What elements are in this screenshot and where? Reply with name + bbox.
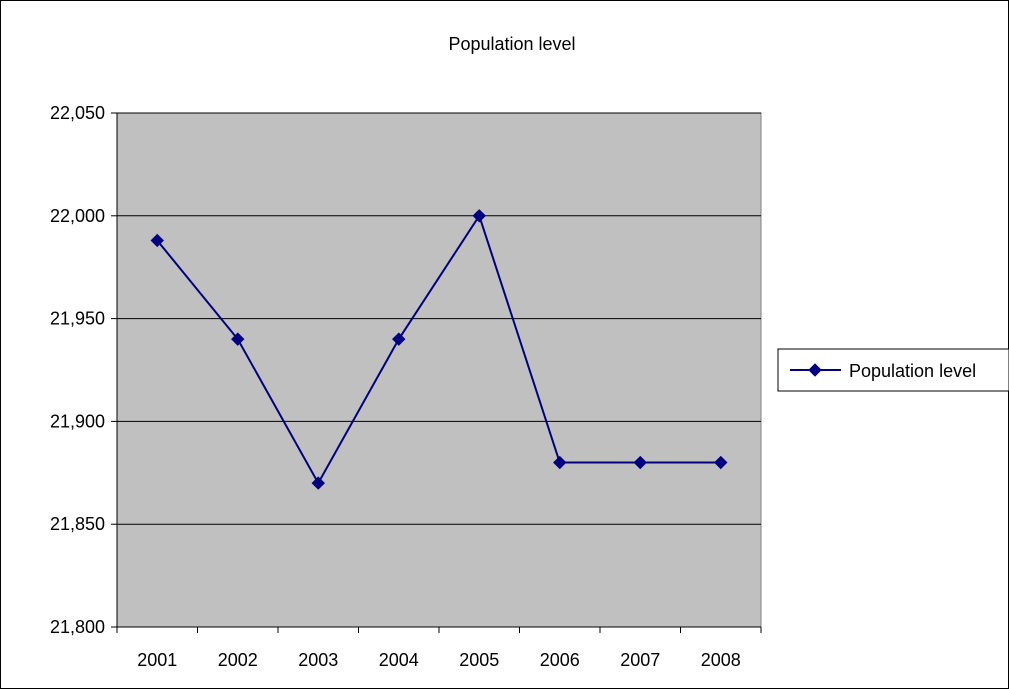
x-tick-label: 2002 [218, 650, 258, 670]
data-point-marker [392, 332, 406, 346]
gridlines [117, 112, 761, 525]
x-tick-label: 2005 [459, 650, 499, 670]
series-line [156, 213, 721, 486]
x-tick-label: 2006 [540, 650, 580, 670]
x-tick-label: 2001 [137, 650, 177, 670]
plot-area [116, 112, 762, 628]
x-tick-label: 2003 [298, 650, 338, 670]
y-tick-label: 21,900 [50, 411, 105, 431]
x-tick-label: 2007 [620, 650, 660, 670]
axes: 21,800 21,850 21,900 21,950 22,000 22,050 2001… [50, 103, 762, 670]
chart-title: Population level [448, 34, 575, 54]
data-point-marker [311, 476, 325, 490]
data-point-marker [231, 332, 245, 346]
y-tick-label: 22,000 [50, 206, 105, 226]
x-tick-label: 2004 [379, 650, 419, 670]
legend-label-population-level: Population level [849, 361, 976, 381]
data-point-marker [150, 233, 164, 248]
y-tick-label: 22,050 [50, 103, 105, 123]
y-tick-label: 21,850 [50, 514, 105, 534]
data-point-marker [553, 455, 567, 470]
legend: Population level [777, 348, 1009, 392]
data-point-marker [472, 209, 486, 223]
x-tick-label: 2008 [701, 650, 741, 670]
y-tick-label: 21,950 [50, 309, 105, 329]
y-tick-label: 21,800 [50, 617, 105, 637]
series-population-level [150, 209, 728, 490]
legend-diamond-marker [808, 363, 822, 377]
data-point-marker [633, 455, 647, 470]
data-point-marker [714, 455, 728, 470]
